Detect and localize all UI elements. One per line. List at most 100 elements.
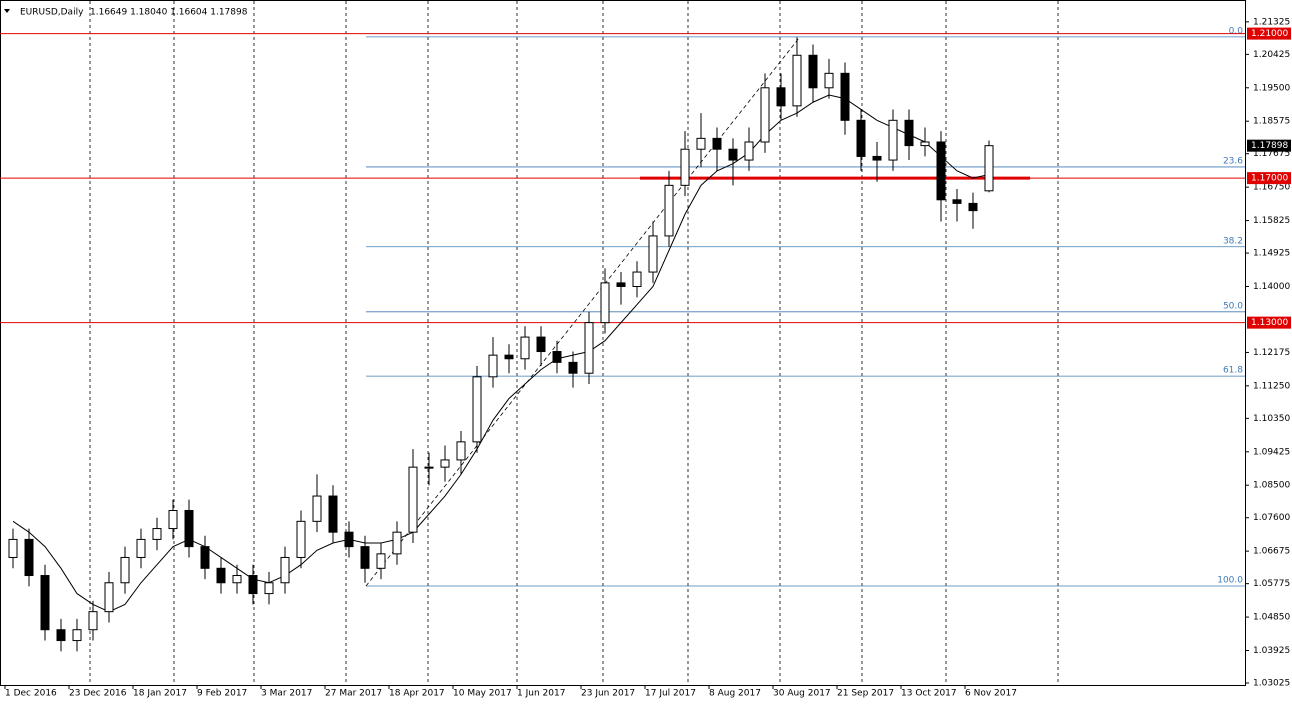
candle-body xyxy=(808,54,818,89)
y-tick-label: 1.12175 xyxy=(1253,348,1290,358)
y-tick-label: 1.10350 xyxy=(1253,414,1290,424)
y-tick-label: 1.03925 xyxy=(1253,646,1290,656)
x-tick-label: 1 Dec 2016 xyxy=(5,689,57,699)
fib-label: 38.2 xyxy=(1223,236,1243,246)
candle-body xyxy=(200,546,210,569)
x-tick-label: 6 Nov 2017 xyxy=(965,689,1017,699)
x-tick-label: 18 Jan 2017 xyxy=(133,689,187,699)
candle-body xyxy=(424,466,434,469)
y-tick-label: 1.05775 xyxy=(1253,579,1290,589)
candle-body xyxy=(536,336,546,353)
header-prices: 1.16649 1.18040 1.16604 1.17898 xyxy=(90,8,248,18)
menu-arrow xyxy=(4,9,10,13)
y-tick-label: 1.15825 xyxy=(1253,216,1290,226)
candle-body xyxy=(248,575,258,595)
candle-body xyxy=(120,556,130,584)
moving-average xyxy=(12,94,990,613)
x-tick-label: 27 Mar 2017 xyxy=(325,689,382,699)
candle-body xyxy=(408,466,418,533)
candle-body xyxy=(152,528,162,540)
fib-label: 50.0 xyxy=(1223,301,1243,311)
level-label: 1.21000 xyxy=(1251,29,1288,39)
candle-body xyxy=(648,235,658,273)
candle-body xyxy=(872,155,882,161)
candle-body xyxy=(776,87,786,107)
fib-trend xyxy=(365,36,801,587)
candle-body xyxy=(888,119,898,161)
chart-title: EURUSD,Daily xyxy=(20,8,84,18)
candle-body xyxy=(920,141,930,147)
candle-body xyxy=(472,376,482,443)
candle-body xyxy=(552,351,562,363)
candle-body xyxy=(168,509,178,530)
candle-body xyxy=(680,148,690,186)
y-tick-label: 1.17675 xyxy=(1253,149,1290,159)
candle-body xyxy=(8,538,18,558)
candle-body xyxy=(792,54,802,107)
candle-body xyxy=(232,575,242,584)
candle-body xyxy=(984,145,994,192)
x-tick-label: 1 Jun 2017 xyxy=(517,689,565,699)
candle-body xyxy=(616,282,626,288)
candle-body xyxy=(88,611,98,631)
candle-body xyxy=(216,567,226,584)
candle-body xyxy=(392,531,402,555)
candle-body xyxy=(952,199,962,204)
candle-body xyxy=(744,141,754,161)
x-tick-label: 10 May 2017 xyxy=(453,689,512,699)
candle-body xyxy=(712,137,722,150)
candle-body xyxy=(376,553,386,569)
candle-body xyxy=(104,582,114,613)
candle-body xyxy=(280,556,290,584)
candle-body xyxy=(664,184,674,237)
y-tick-label: 1.21325 xyxy=(1253,17,1290,27)
candle-body xyxy=(504,354,514,360)
x-tick-label: 8 Aug 2017 xyxy=(709,689,761,699)
candle-body xyxy=(136,538,146,558)
candle-body xyxy=(568,361,578,374)
x-tick-label: 23 Jun 2017 xyxy=(581,689,635,699)
candle-body xyxy=(360,546,370,569)
y-tick-label: 1.07600 xyxy=(1253,513,1290,523)
x-tick-label: 21 Sep 2017 xyxy=(837,689,894,699)
y-tick-label: 1.09425 xyxy=(1253,447,1290,457)
x-tick-label: 9 Feb 2017 xyxy=(197,689,247,699)
level-label: 1.13000 xyxy=(1251,318,1288,328)
candle-body xyxy=(56,629,66,642)
candle-body xyxy=(856,119,866,157)
x-tick-label: 3 Mar 2017 xyxy=(261,689,312,699)
candle-body xyxy=(632,271,642,288)
candle-body xyxy=(904,119,914,147)
level-box xyxy=(1247,172,1291,185)
y-tick-label: 1.03025 xyxy=(1253,679,1290,689)
candle-body xyxy=(488,354,498,378)
candle-body xyxy=(824,72,834,89)
x-tick-label: 23 Dec 2016 xyxy=(69,689,127,699)
fib-label: 100.0 xyxy=(1217,576,1243,586)
y-tick-label: 1.16750 xyxy=(1253,183,1290,193)
y-tick-label: 1.14000 xyxy=(1253,282,1290,292)
candle-body xyxy=(760,87,770,143)
candle-body xyxy=(440,459,450,468)
x-tick-label: 17 Jul 2017 xyxy=(645,689,696,699)
candle-body xyxy=(520,336,530,360)
last-price-label: 1.17898 xyxy=(1251,141,1288,151)
x-tick-label: 13 Oct 2017 xyxy=(901,689,957,699)
level-label: 1.17000 xyxy=(1251,174,1288,184)
candle-body xyxy=(184,509,194,548)
candle-body xyxy=(936,141,946,201)
x-tick-label: 30 Aug 2017 xyxy=(773,689,831,699)
level-box xyxy=(1247,316,1291,329)
candle-body xyxy=(696,137,706,150)
x-tick-label: 18 Apr 2017 xyxy=(389,689,445,699)
candle-body xyxy=(24,538,34,577)
candle-body xyxy=(72,629,82,642)
y-tick-label: 1.08500 xyxy=(1253,481,1290,491)
fib-label: 0.0 xyxy=(1229,26,1244,36)
candle-body xyxy=(312,495,322,522)
y-tick-label: 1.18575 xyxy=(1253,117,1290,127)
y-tick-label: 1.06675 xyxy=(1253,547,1290,557)
candle-body xyxy=(264,582,274,595)
y-tick-label: 1.20425 xyxy=(1253,50,1290,60)
